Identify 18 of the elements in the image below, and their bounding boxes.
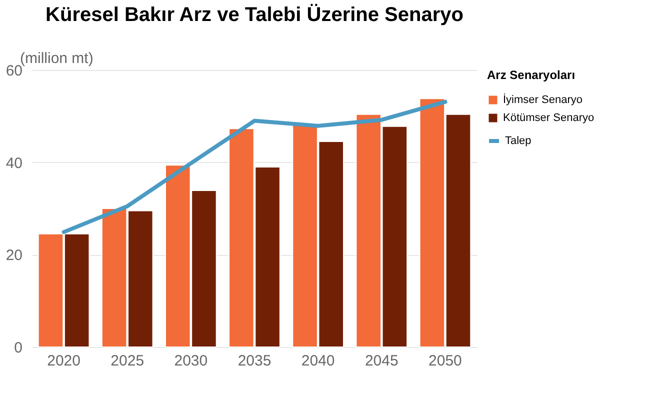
legend-label: Talep	[505, 135, 532, 147]
y-tick-label: 60	[6, 62, 22, 80]
y-tick-label: 0	[14, 340, 22, 356]
x-tick-label: 2050	[428, 352, 462, 370]
x-tick-label: 2030	[174, 352, 208, 370]
chart-title: Küresel Bakır Arz ve Talebi Üzerine Senaryo	[46, 3, 464, 26]
x-tick-label: 2020	[47, 352, 80, 370]
x-tick-label: 2040	[301, 352, 335, 370]
y-tick-label: 40	[6, 154, 22, 172]
x-tick-label: 2025	[110, 352, 144, 370]
legend-title: Arz Senaryoları	[487, 68, 576, 82]
legend-label: İyimser Senaryo	[503, 93, 582, 106]
y-tick-label: 20	[6, 247, 22, 264]
y-axis-title: (million mt)	[20, 50, 94, 67]
line-series	[62, 100, 448, 234]
legend-label: Kötümser Senaryo	[503, 112, 594, 124]
x-tick-label: 2045	[364, 352, 398, 370]
x-tick-label: 2035	[238, 352, 272, 370]
